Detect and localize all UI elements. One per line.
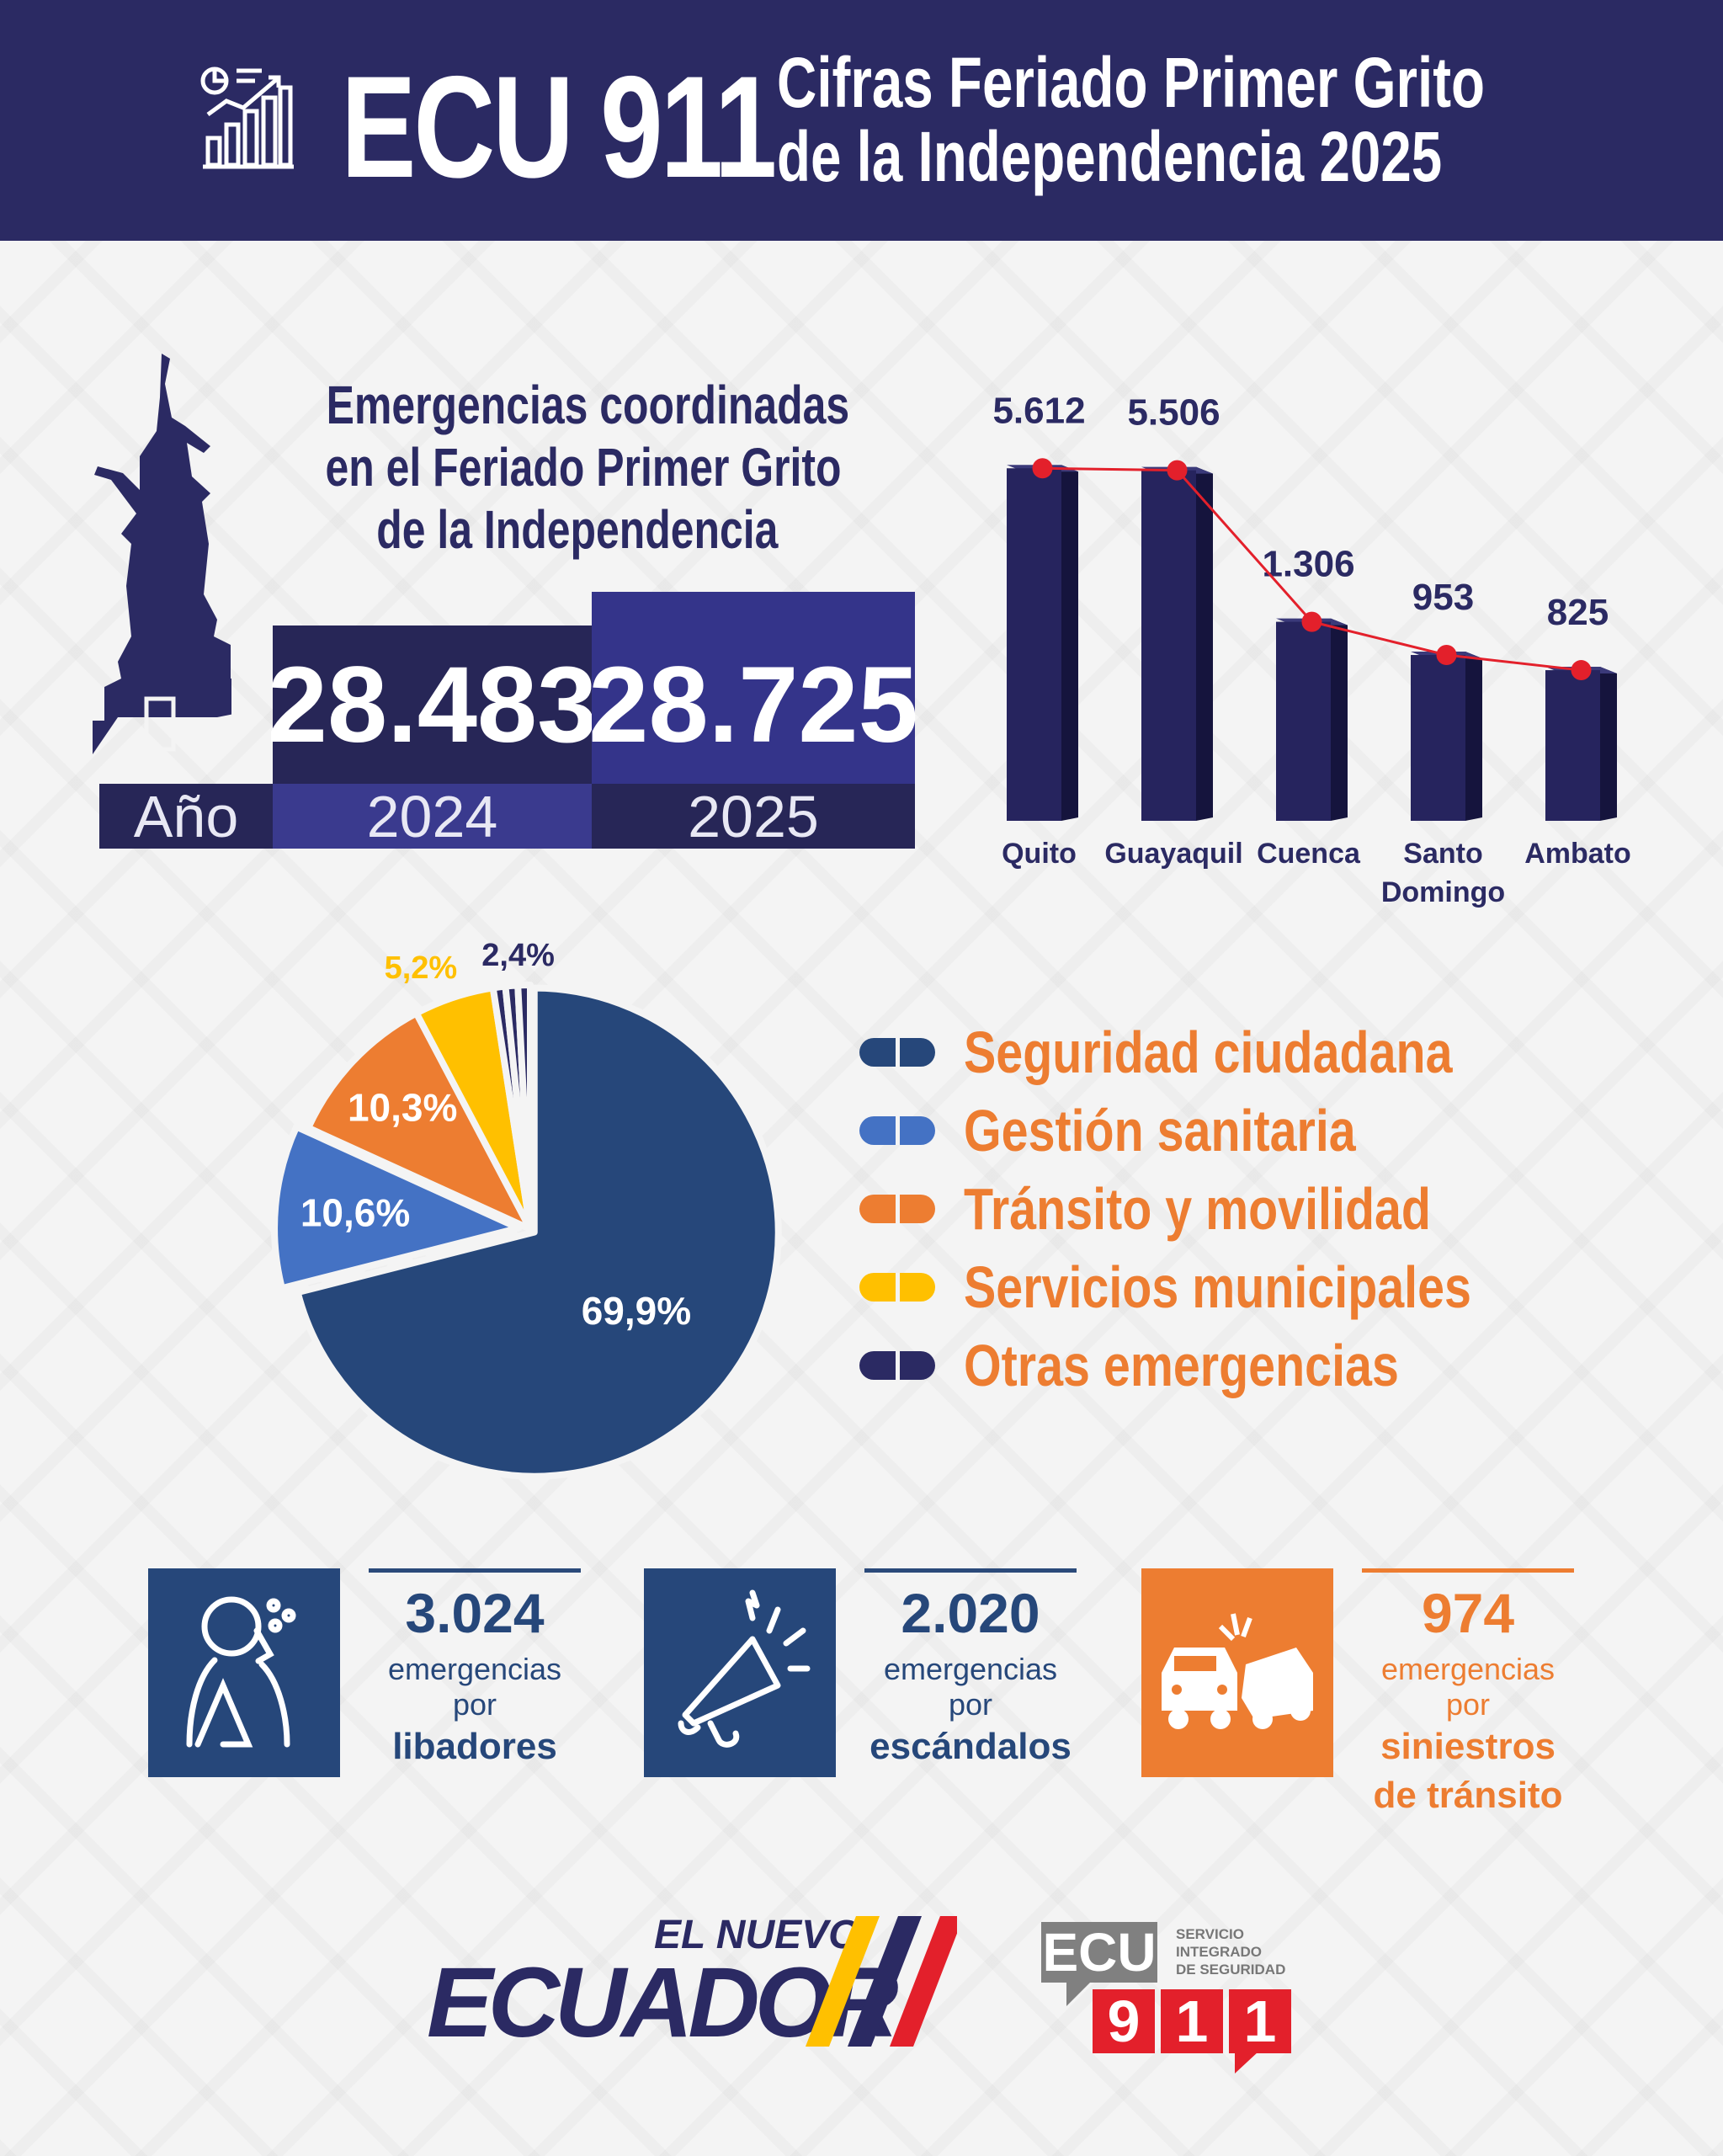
pie-slice-gestión-sanitaria bbox=[271, 1123, 523, 1292]
legend-label: Seguridad ciudadana bbox=[964, 1019, 1453, 1085]
year-2024: 2024 bbox=[273, 784, 592, 849]
escandalos-card bbox=[644, 1568, 836, 1777]
bar-value-label: 5.506 bbox=[1127, 392, 1220, 434]
statistics-chart-icon bbox=[200, 67, 294, 169]
pie-slice-seguridad-ciudadana bbox=[294, 984, 782, 1480]
legend-marker-icon bbox=[859, 1038, 935, 1067]
year-label: Año bbox=[99, 784, 273, 849]
car-crash-icon bbox=[1162, 1613, 1313, 1729]
pie-value-label: 2,4% bbox=[481, 938, 555, 973]
siniestros-card bbox=[1141, 1568, 1333, 1777]
escandalos-stat: 2.020 emergencias por escándalos bbox=[864, 1568, 1077, 1771]
category-pie-chart: 69,9% 10,6% 10,3% 5,2% 2,4% bbox=[271, 938, 782, 1480]
legend-label: Tránsito y movilidad bbox=[964, 1176, 1431, 1242]
legend-label: Otras emergencias bbox=[964, 1333, 1399, 1398]
legend-item: Otras emergencias bbox=[859, 1332, 1494, 1399]
ecu911-logo: ECU 9 1 1 SERVICIO INTEGRADO DE SEGURIDAD bbox=[1041, 1922, 1319, 2073]
trend-point bbox=[1571, 660, 1592, 681]
bar-side bbox=[1331, 618, 1348, 821]
libadores-stat: 3.024 emergencias por libadores bbox=[369, 1568, 581, 1771]
summary-heading-line1: Emergencias coordinadas bbox=[326, 375, 850, 435]
header-banner: ECU 911 Cifras Feriado Primer Grito de l… bbox=[0, 0, 1723, 241]
header-title-line2: de la Independencia 2025 bbox=[777, 117, 1443, 196]
total-2025: 28.725 bbox=[588, 592, 918, 784]
legend-marker-icon bbox=[859, 1195, 935, 1223]
bar-value-label: 825 bbox=[1547, 592, 1609, 633]
bar-ambato bbox=[1545, 670, 1600, 821]
summary-heading-line3: de la Independencia bbox=[376, 499, 779, 560]
bar-value-label: 1.306 bbox=[1262, 544, 1354, 585]
bar-value-label: 953 bbox=[1412, 577, 1474, 618]
legend-marker-icon bbox=[859, 1351, 935, 1380]
trend-point bbox=[1032, 458, 1053, 479]
pie-slice-tránsito-y-movilidad bbox=[305, 1009, 534, 1232]
trend-point bbox=[1301, 611, 1322, 632]
header-title-line1: Cifras Feriado Primer Grito bbox=[777, 43, 1486, 122]
bar-category-label: Santo bbox=[1403, 838, 1482, 870]
legend-item: Tránsito y movilidad bbox=[859, 1175, 1534, 1243]
independence-monument-icon bbox=[93, 354, 231, 754]
legend-label: Servicios municipales bbox=[964, 1254, 1471, 1320]
bar-quito bbox=[1007, 468, 1061, 821]
bar-santo-domingo bbox=[1411, 655, 1465, 821]
pie-value-label: 5,2% bbox=[385, 950, 458, 986]
year-2025: 2025 bbox=[592, 784, 915, 849]
legend-marker-icon bbox=[859, 1273, 935, 1302]
summary-heading-line2: en el Feriado Primer Grito bbox=[325, 437, 842, 498]
bar-category-label: Cuenca bbox=[1257, 838, 1361, 870]
legend-marker-icon bbox=[859, 1116, 935, 1145]
bar-side bbox=[1465, 652, 1482, 821]
ecu911-tagline: SERVICIO INTEGRADO DE SEGURIDAD bbox=[1176, 1926, 1286, 1978]
trend-point bbox=[1436, 645, 1457, 666]
bar-value-label: 5.612 bbox=[992, 390, 1085, 431]
brand-title: ECU 911 bbox=[341, 46, 777, 208]
bar-side bbox=[1196, 466, 1213, 821]
total-2024: 28.483 bbox=[268, 626, 597, 784]
el-nuevo-ecuador-logo: EL NUEVO ECUADOR bbox=[427, 1912, 957, 2058]
trend-point bbox=[1167, 460, 1188, 481]
legend-label: Gestión sanitaria bbox=[964, 1098, 1356, 1163]
bar-category-label: Quito bbox=[1002, 838, 1077, 870]
legend-item: Servicios municipales bbox=[859, 1254, 1582, 1321]
drinking-person-icon bbox=[186, 1596, 296, 1748]
bar-category-label: Domingo bbox=[1381, 876, 1505, 908]
bar-category-label: Guayaquil bbox=[1104, 838, 1242, 870]
city-bar-chart: 5.612 Quito 5.506 Guayaquil 1.306 Cuenca 953 Sa… bbox=[992, 390, 1631, 908]
bar-side bbox=[1600, 667, 1617, 821]
bar-cuenca bbox=[1276, 621, 1331, 821]
bar-guayaquil bbox=[1141, 470, 1196, 821]
bar-category-label: Ambato bbox=[1524, 838, 1631, 870]
pie-value-label: 69,9% bbox=[582, 1289, 691, 1333]
bar-side bbox=[1061, 465, 1078, 821]
legend-item: Seguridad ciudadana bbox=[859, 1019, 1560, 1086]
siniestros-stat: 974 emergencias por siniestros de tránsi… bbox=[1362, 1568, 1574, 1820]
megaphone-icon bbox=[678, 1589, 811, 1748]
libadores-card bbox=[148, 1568, 340, 1777]
pie-slice-otras-emergencias bbox=[514, 982, 534, 1232]
pie-value-label: 10,6% bbox=[300, 1190, 410, 1234]
legend-item: Gestión sanitaria bbox=[859, 1097, 1442, 1164]
pie-value-label: 10,3% bbox=[348, 1086, 457, 1130]
